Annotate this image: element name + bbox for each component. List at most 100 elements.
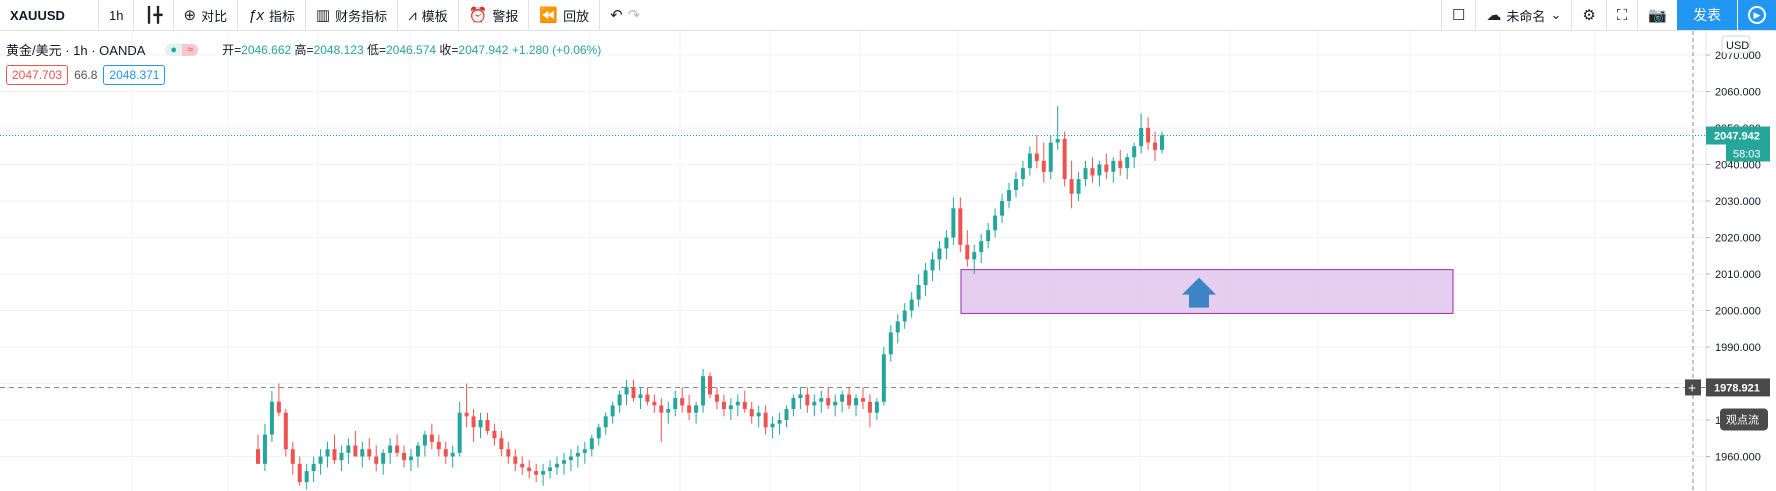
settings-button[interactable]: ⚙ xyxy=(1571,0,1605,30)
candle-body xyxy=(1090,168,1095,176)
replay-label: 回放 xyxy=(563,8,590,24)
ask-price-button[interactable]: 2048.371 xyxy=(103,65,166,85)
candle xyxy=(708,372,712,399)
candle-body xyxy=(840,394,845,402)
interval-button[interactable]: 1h xyxy=(99,0,135,30)
templates-label: 模板 xyxy=(421,8,448,24)
candle xyxy=(1013,171,1018,198)
low-value: 2046.574 xyxy=(385,43,437,57)
play-button[interactable]: ▶ xyxy=(1737,0,1776,30)
symbol-search-button[interactable]: XAUUSD xyxy=(0,0,99,30)
series-title[interactable]: 黄金/美元 · 1h · OANDA xyxy=(6,43,146,58)
candle-body xyxy=(673,398,678,410)
countdown-box xyxy=(1726,144,1770,162)
candle xyxy=(972,244,977,274)
candle-body xyxy=(339,452,344,461)
candle-body xyxy=(1013,179,1018,191)
replay-button[interactable]: ⏪ 回放 xyxy=(529,0,601,30)
candle xyxy=(388,438,393,464)
candle-body xyxy=(1041,160,1046,172)
candle-body xyxy=(1069,179,1074,194)
candle-body xyxy=(422,434,427,446)
candle-body xyxy=(631,387,636,399)
last-price-text: 2047.942 xyxy=(1714,131,1760,143)
undo-icon[interactable]: ↶ xyxy=(610,7,623,24)
candle-body xyxy=(847,394,852,406)
candle-body xyxy=(742,401,747,410)
currency-label: USD xyxy=(1726,40,1749,52)
redo-icon[interactable]: ↷ xyxy=(627,7,641,24)
candle xyxy=(596,423,601,446)
indicators-label: 指标 xyxy=(268,8,295,24)
candle xyxy=(721,394,726,417)
chart-type-button[interactable]: ┃╋ xyxy=(134,0,174,30)
candle xyxy=(1027,146,1032,176)
candle-body xyxy=(353,445,358,457)
change-value: +1.280 (+0.06%) xyxy=(511,43,602,57)
chart-legend: 黄金/美元 · 1h · OANDA ● ≈ 开=2046.662 高=2048.… xyxy=(6,40,601,59)
candle xyxy=(589,434,594,457)
candle-body xyxy=(659,405,664,413)
candle xyxy=(269,390,274,442)
candle xyxy=(346,438,351,464)
candle xyxy=(958,197,963,253)
price-axis-group: 2070.0002060.0002050.0002040.0002030.000… xyxy=(1685,31,1776,491)
bar-chart-icon: ▥ xyxy=(315,7,331,24)
candle xyxy=(492,423,497,446)
currency-badge-box xyxy=(1721,35,1751,54)
candle xyxy=(687,394,692,420)
candle-body xyxy=(548,467,553,472)
snapshot-button[interactable]: 📷 xyxy=(1637,0,1677,30)
indicators-button[interactable]: ƒx 指标 xyxy=(238,0,306,30)
candle xyxy=(840,390,845,413)
layout-menu-button[interactable]: ☁ 未命名 ⌄ xyxy=(1475,0,1571,30)
financials-button[interactable]: ▥ 财务指标 xyxy=(306,0,399,30)
candle xyxy=(888,325,893,362)
candle xyxy=(923,263,928,296)
price-tick-label: 1990.000 xyxy=(1715,342,1761,354)
candle-body xyxy=(728,405,733,410)
visibility-toggle[interactable]: ● ≈ xyxy=(165,43,199,56)
price-tick-label: 2040.000 xyxy=(1715,160,1761,172)
candle-body xyxy=(541,471,546,475)
open-label: 开= xyxy=(222,43,242,57)
candle-body xyxy=(555,463,560,468)
templates-button[interactable]: ⩘ 模板 xyxy=(398,0,459,30)
candle-body xyxy=(395,445,400,453)
candle-body xyxy=(680,398,685,406)
candle-body xyxy=(1125,157,1130,169)
candle-body xyxy=(450,452,455,457)
candle xyxy=(513,449,518,472)
candle-body xyxy=(1104,164,1109,172)
last-price-label: 2047.942 xyxy=(1706,126,1770,145)
alert-button[interactable]: ⏰ 警报 xyxy=(459,0,530,30)
price-chart[interactable]: 2070.0002060.0002050.0002040.0002030.000… xyxy=(0,31,1776,491)
ideas-stream-tab: 观点流 xyxy=(1720,408,1768,431)
expand-button[interactable]: ⛶ xyxy=(1605,0,1638,30)
candle-body xyxy=(965,244,970,260)
candle-body xyxy=(624,387,629,395)
candle-body xyxy=(464,412,469,417)
candle xyxy=(520,456,525,475)
candle-body xyxy=(819,398,824,402)
candle-body xyxy=(1020,168,1025,180)
candle xyxy=(728,398,733,420)
candle-body xyxy=(443,449,448,457)
plus-box xyxy=(1685,379,1701,396)
publish-button[interactable]: 发表 xyxy=(1677,0,1737,30)
candle xyxy=(457,401,462,457)
candle-body xyxy=(415,445,420,457)
compare-button[interactable]: ⊕ 对比 xyxy=(174,0,239,30)
bid-price-button[interactable]: 2047.703 xyxy=(6,65,69,85)
candle-body xyxy=(937,248,942,260)
candle-body xyxy=(854,398,859,406)
fullscreen-toggle[interactable]: ☐ xyxy=(1440,0,1475,30)
candle xyxy=(311,456,316,483)
candle xyxy=(1076,171,1081,201)
candle xyxy=(290,441,295,475)
candle-body xyxy=(457,412,462,453)
candle-body xyxy=(1097,164,1102,176)
candle-body xyxy=(561,460,566,464)
candle xyxy=(701,368,706,413)
candle-body xyxy=(402,452,407,461)
